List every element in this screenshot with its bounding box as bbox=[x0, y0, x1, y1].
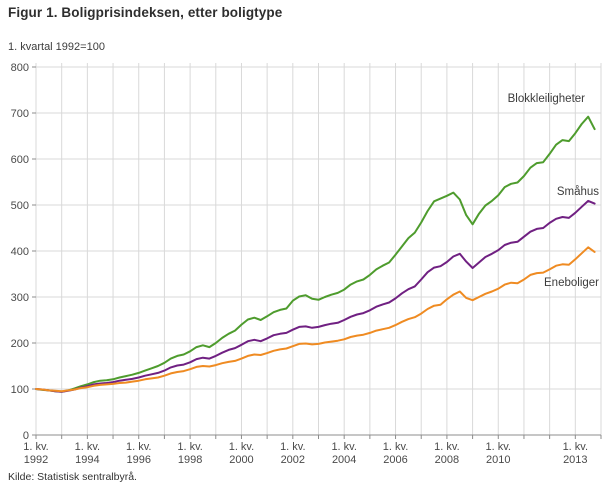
x-tick-label: 1. kv. 2006 bbox=[383, 441, 408, 466]
price-index-chart: 0 100 200 300 400 500 600 700 800 1. kv. 1992 1. kv… bbox=[11, 62, 602, 466]
chart-subtitle: 1. kvartal 1992=100 bbox=[8, 41, 105, 53]
x-tick-label: 1. kv. 1996 bbox=[126, 441, 151, 466]
y-tick-label: 400 bbox=[11, 246, 29, 258]
y-tick-label: 0 bbox=[23, 430, 29, 442]
series-label-blokkleiligheter: Blokkleiligheter bbox=[508, 93, 586, 105]
y-tick-label: 800 bbox=[11, 62, 29, 74]
chart-title: Figur 1. Boligprisindeksen, etter boligt… bbox=[8, 5, 283, 20]
x-tick-label: 1. kv. 2004 bbox=[331, 441, 356, 466]
y-tick-label: 200 bbox=[11, 338, 29, 350]
series-line-blokkleiligheter bbox=[35, 115, 596, 393]
x-tick-label: 1. kv. 2002 bbox=[280, 441, 305, 466]
source-note: Kilde: Statistisk sentralbyrå. bbox=[8, 471, 137, 483]
y-tick-label: 700 bbox=[11, 108, 29, 120]
x-tick-label: 1. kv. 2008 bbox=[434, 441, 459, 466]
y-tick-label: 100 bbox=[11, 384, 29, 396]
x-tick-label: 1. kv. 2010 bbox=[486, 441, 511, 466]
x-tick-label: 1. kv. 1998 bbox=[177, 441, 202, 466]
x-tick-label: 1. kv. 2000 bbox=[229, 441, 254, 466]
y-tick-label: 300 bbox=[11, 292, 29, 304]
series-label-eneboliger: Eneboliger bbox=[544, 277, 599, 289]
y-tick-label: 600 bbox=[11, 154, 29, 166]
y-tick-label: 500 bbox=[11, 200, 29, 212]
x-tick-label: 1. kv. 2013 bbox=[563, 441, 588, 466]
x-tick-label: 1. kv. 1994 bbox=[75, 441, 100, 466]
x-tick-label: 1. kv. 1992 bbox=[23, 441, 48, 466]
series-line-eneboliger bbox=[35, 246, 596, 393]
series-line-smahus bbox=[35, 199, 596, 393]
series-label-smahus: Småhus bbox=[557, 186, 599, 198]
